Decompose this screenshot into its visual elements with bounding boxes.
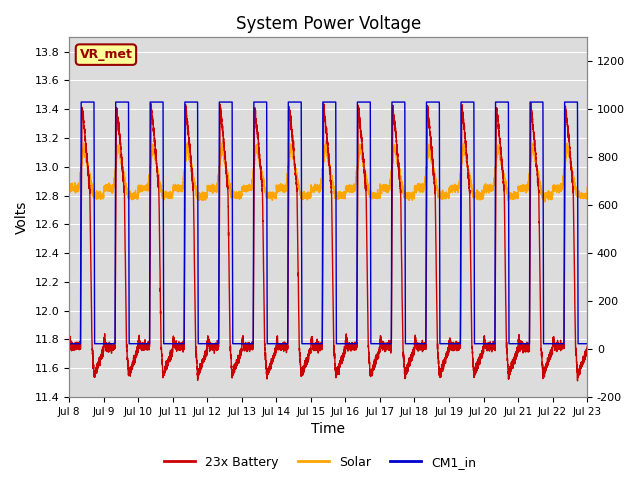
CM1_in [310,341,318,347]
CM1_in [583,341,591,347]
23x Battery [561,103,569,109]
Line: CM1_in: CM1_in [69,102,587,344]
CM1_in [555,341,563,347]
23x Battery [241,342,249,348]
23x Battery [444,353,452,359]
23x Battery [583,344,591,349]
Solar [583,185,591,191]
Solar [65,186,73,192]
Solar [241,184,249,190]
Solar [556,185,563,191]
Legend: 23x Battery, Solar, CM1_in: 23x Battery, Solar, CM1_in [159,451,481,474]
Text: VR_met: VR_met [79,48,132,61]
Line: Solar: Solar [69,141,587,202]
23x Battery [65,337,73,343]
23x Battery [555,341,563,347]
23x Battery [458,111,466,117]
Solar [322,138,330,144]
Y-axis label: Volts: Volts [15,201,29,234]
CM1_in [459,99,467,105]
Solar [562,159,570,165]
CM1_in [561,99,569,105]
Solar [444,194,452,200]
Solar [541,199,549,205]
23x Battery [310,346,318,352]
Title: System Power Voltage: System Power Voltage [236,15,420,33]
X-axis label: Time: Time [311,422,345,436]
Solar [459,152,467,158]
Line: 23x Battery: 23x Battery [69,103,587,381]
CM1_in [77,99,85,105]
23x Battery [573,378,581,384]
Solar [310,185,318,191]
23x Battery [527,100,535,106]
CM1_in [65,341,73,347]
CM1_in [241,341,249,347]
CM1_in [444,341,452,347]
